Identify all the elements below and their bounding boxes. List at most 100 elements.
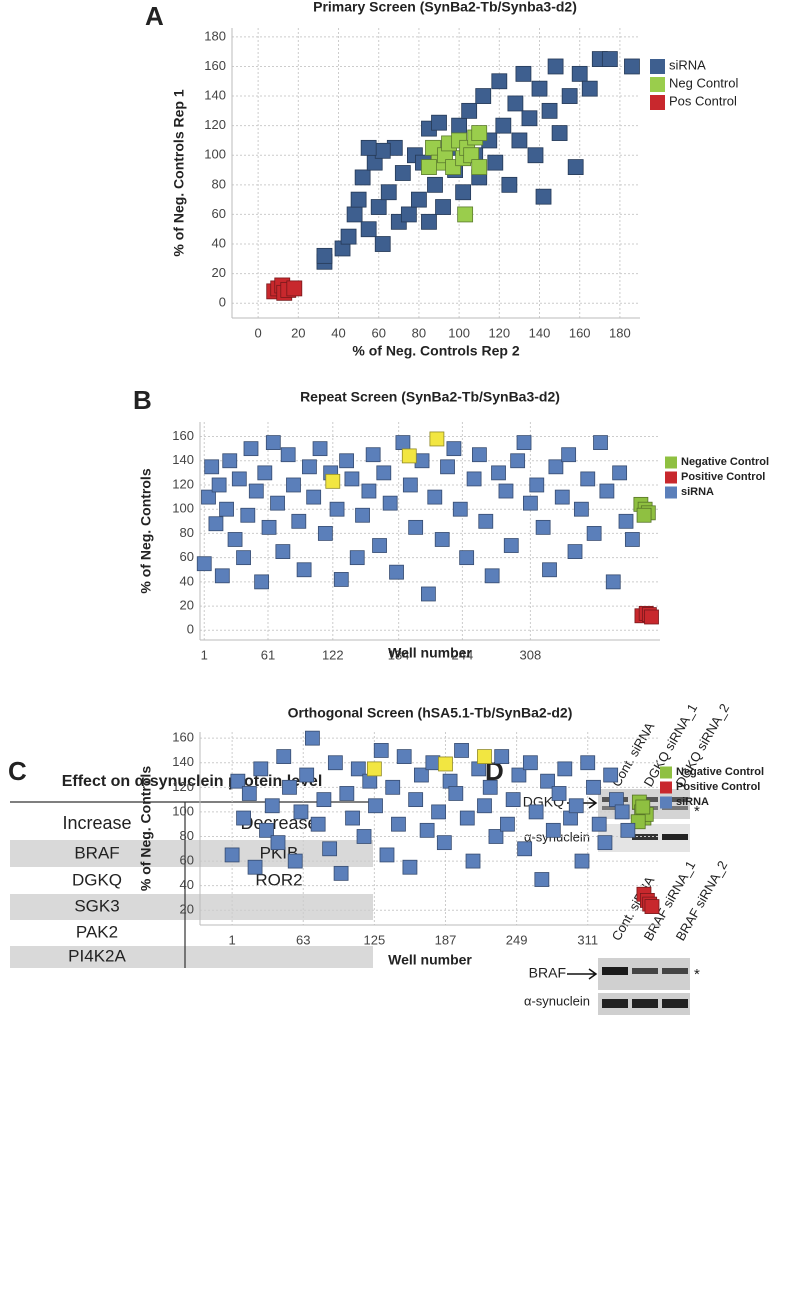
point (551, 125, 568, 141)
point (547, 58, 564, 75)
point (408, 792, 424, 808)
y-tick-label: 140 (204, 87, 226, 102)
legend-label: Negative Control (676, 766, 764, 778)
point (561, 88, 578, 104)
y-tick-label: 160 (172, 428, 194, 443)
point (484, 568, 500, 584)
legend-swatch (660, 796, 672, 809)
point (373, 743, 389, 758)
cell: BRAF (74, 843, 119, 862)
point (438, 756, 453, 772)
point (346, 206, 363, 223)
point (471, 159, 488, 175)
point (446, 441, 462, 457)
point (317, 526, 333, 541)
y-tick-label: 140 (172, 452, 194, 467)
point (316, 792, 332, 808)
point (466, 471, 482, 487)
point (296, 562, 312, 578)
point (593, 435, 608, 450)
point (495, 117, 512, 134)
point (635, 799, 651, 815)
band (632, 999, 658, 1008)
point (270, 495, 285, 511)
point (247, 859, 263, 875)
y-tick-label: 40 (212, 235, 226, 250)
point (614, 804, 630, 820)
point (402, 859, 418, 875)
point (440, 459, 455, 475)
band (662, 834, 688, 840)
point (541, 102, 558, 119)
point (510, 453, 526, 469)
point (280, 447, 296, 463)
point (448, 786, 464, 801)
point (360, 139, 377, 156)
point (599, 483, 615, 499)
point (427, 489, 443, 505)
point (529, 477, 545, 493)
x-tick-label: 80 (412, 325, 426, 340)
y-tick-label: 0 (219, 295, 226, 310)
point (411, 191, 427, 208)
point (396, 749, 412, 764)
x-tick-label: 122 (322, 647, 344, 662)
point (429, 431, 445, 447)
point (601, 51, 618, 67)
point (459, 550, 475, 566)
cell: PAK2 (76, 922, 118, 941)
chart-title: Primary Screen (SynBa2-Tb/Synba3-d2) (313, 0, 577, 15)
y-tick-label: 60 (180, 853, 194, 868)
point (264, 798, 280, 814)
point (368, 798, 383, 814)
point (259, 822, 274, 838)
point (196, 556, 212, 572)
legend-label: Positive Control (681, 471, 765, 483)
point (236, 550, 251, 566)
legend-label: Positive Control (676, 781, 760, 793)
point (329, 501, 345, 517)
point (287, 853, 303, 869)
point (305, 730, 320, 746)
point (573, 501, 589, 517)
point (204, 459, 220, 475)
point (243, 441, 259, 457)
panel-label: C (8, 756, 27, 786)
point (567, 159, 584, 175)
point (551, 786, 567, 801)
point (360, 221, 377, 238)
x-tick-label: 61 (261, 647, 275, 662)
y-tick-label: 120 (204, 117, 226, 132)
row-shade (10, 894, 373, 920)
point (240, 507, 256, 523)
point (356, 829, 372, 844)
point (500, 816, 515, 832)
point (505, 792, 521, 808)
x-tick-label: 249 (506, 932, 528, 947)
y-tick-label: 100 (172, 803, 194, 818)
point (586, 526, 602, 541)
point (333, 865, 349, 881)
y-tick-label: 140 (172, 754, 194, 769)
point (275, 544, 291, 559)
point (201, 489, 216, 505)
y-axis-label: % of Neg. Controls Rep 1 (171, 89, 187, 256)
y-tick-label: 40 (180, 573, 194, 588)
point (477, 749, 492, 764)
legend-label: Negative Control (681, 456, 769, 468)
point (580, 471, 596, 487)
point (605, 574, 621, 590)
point (310, 816, 326, 832)
point (385, 779, 401, 795)
point (421, 213, 437, 230)
band (602, 967, 628, 975)
x-tick-label: 0 (255, 325, 262, 340)
y-tick-label: 120 (172, 476, 194, 491)
point (636, 507, 652, 523)
point (366, 761, 382, 777)
x-axis-label: % of Neg. Controls Rep 2 (352, 343, 519, 359)
point (214, 568, 230, 584)
point (644, 899, 660, 914)
point (545, 822, 561, 838)
